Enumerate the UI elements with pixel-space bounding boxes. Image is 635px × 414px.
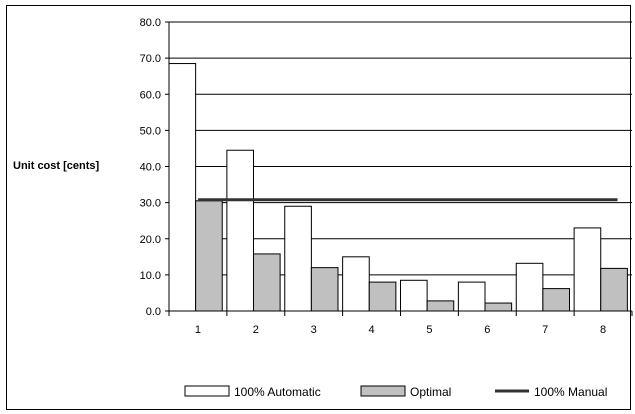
x-tick-label: 3: [311, 324, 317, 336]
chart-frame: [6, 5, 631, 410]
bar-100-automatic-2: [226, 149, 254, 312]
y-tick-label: 30.0: [140, 198, 161, 210]
bar-100-automatic-7: [515, 262, 544, 312]
y-axis-title: Unit cost [cents]: [13, 160, 100, 172]
legend-swatch-optimal: [360, 385, 406, 397]
bar-optimal-1: [195, 200, 223, 312]
y-tick-label: 60.0: [140, 89, 161, 101]
y-tick-label: 80.0: [140, 17, 161, 29]
y-tick-label: 50.0: [140, 125, 161, 137]
legend: 100% Automatic Optimal 100% Manual: [184, 385, 607, 399]
bar-optimal-5: [426, 300, 455, 312]
x-tick-label: 4: [369, 324, 375, 336]
y-tick-label: 40.0: [140, 162, 161, 174]
y-tick-label: 0.0: [146, 306, 161, 318]
bar-optimal-3: [310, 267, 339, 312]
bar-100-automatic-4: [342, 256, 370, 312]
legend-label-optimal: Optimal: [410, 385, 451, 399]
bar-100-automatic-8: [573, 227, 602, 312]
y-tick-label: 10.0: [140, 270, 161, 282]
bar-optimal-6: [484, 302, 513, 312]
x-tick-label: 7: [542, 324, 548, 336]
bar-100-automatic-1: [168, 63, 197, 312]
bar-optimal-2: [252, 253, 281, 312]
bar-optimal-8: [600, 267, 628, 312]
legend-label-100-automatic: 100% Automatic: [234, 385, 321, 399]
x-tick-label: 8: [600, 324, 606, 336]
x-tick-label: 5: [426, 324, 432, 336]
bars: [168, 63, 628, 312]
bar-100-automatic-5: [400, 279, 428, 312]
axes: 0.0 10.0 20.0 30.0 40.0 50.0 60.0 70.0 80.0 1 2 3 4 5…: [140, 17, 633, 336]
legend-label-100-manual: 100% Manual: [534, 385, 607, 399]
x-tick-label: 6: [484, 324, 490, 336]
bar-100-automatic-6: [457, 281, 486, 312]
y-tick-label: 20.0: [140, 234, 161, 246]
legend-swatch-100-automatic: [184, 385, 230, 397]
x-tick-label: 1: [195, 324, 201, 336]
bar-optimal-7: [542, 288, 570, 312]
x-tick-label: 2: [253, 324, 259, 336]
bar-100-automatic-3: [284, 205, 312, 312]
bar-optimal-4: [368, 281, 397, 312]
y-tick-label: 70.0: [140, 53, 161, 65]
